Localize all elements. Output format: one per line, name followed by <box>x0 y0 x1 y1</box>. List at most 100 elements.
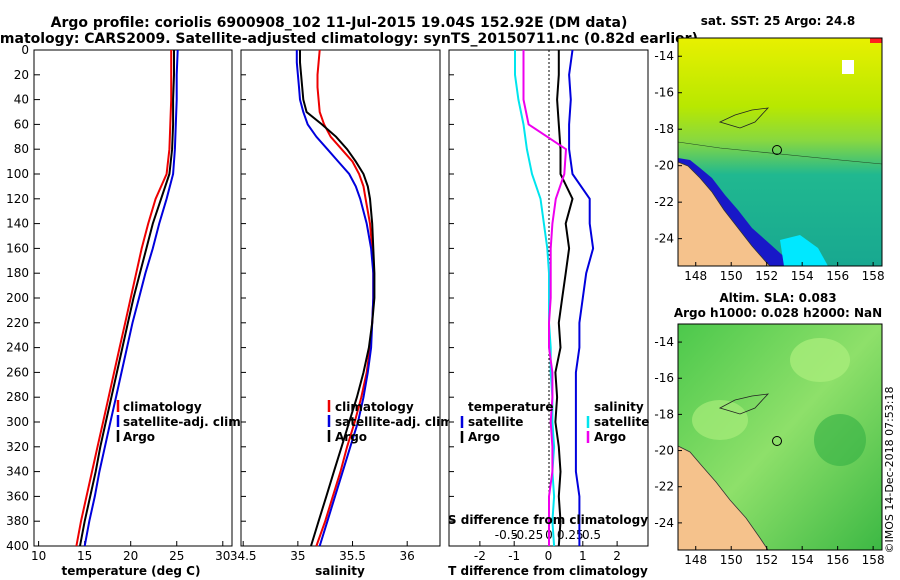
x-tick-label: -2 <box>474 549 486 563</box>
sla-lon-ticks: 148 150 152 154 156 158 <box>684 546 885 567</box>
temperature-series <box>75 49 179 547</box>
figure-title-line1: Argo profile: coriolis 6900908_102 11-Ju… <box>51 15 628 31</box>
depth-tick-label: 140 <box>6 217 29 231</box>
salinity-plot-frame <box>240 49 441 547</box>
lat-tick-label: -24 <box>654 232 674 246</box>
lat-tick-label: -14 <box>654 49 674 63</box>
legend-s-satellite: satellite <box>594 415 649 429</box>
legend-temperature-header: temperature <box>468 400 553 414</box>
lat-tick-label: -14 <box>654 335 674 349</box>
depth-tick-label: 320 <box>6 440 29 454</box>
figure-title-line2: Climatology: CARS2009. Satellite-adjuste… <box>0 31 698 47</box>
series-climatology <box>75 50 173 547</box>
depth-tick-label: 280 <box>6 390 29 404</box>
legend-satellite: satellite-adj. clim. <box>335 415 457 429</box>
lon-tick-label: 154 <box>791 553 814 567</box>
depth-tick-label: 160 <box>6 241 29 255</box>
depth-tick-label: 300 <box>6 415 29 429</box>
s-tick-label: -0.5 <box>495 528 518 542</box>
legend-t-satellite: satellite <box>468 415 523 429</box>
lon-tick-label: 148 <box>684 553 707 567</box>
sla-map-frame <box>677 323 883 551</box>
lat-tick-label: -22 <box>654 480 674 494</box>
series-t-argo <box>554 50 574 547</box>
lon-tick-label: 152 <box>755 553 778 567</box>
x-tick-label: 20 <box>123 549 138 563</box>
x-tick-label: -1 <box>508 549 520 563</box>
series-argo <box>79 50 175 547</box>
depth-tick-label: 260 <box>6 365 29 379</box>
sst-missing-patch <box>842 60 854 74</box>
lon-tick-label: 158 <box>862 553 885 567</box>
sst-lat-ticks: -14 -16 -18 -20 -22 -24 <box>654 49 682 246</box>
series-t-satellite <box>568 49 595 546</box>
depth-tick-label: 400 <box>6 539 29 553</box>
x-tick-label: 2 <box>613 549 621 563</box>
s-tick-label: 0.25 <box>557 528 584 542</box>
series-s-argo <box>522 50 568 546</box>
lon-tick-label: 158 <box>862 269 885 283</box>
sla-low-patch <box>814 414 866 466</box>
lon-tick-label: 150 <box>720 269 743 283</box>
depth-tick-label: 120 <box>6 192 29 206</box>
temperature-axis-label: temperature (deg C) <box>62 564 201 578</box>
sst-lon-ticks: 148 150 152 154 156 158 <box>684 262 885 283</box>
lon-tick-label: 156 <box>826 553 849 567</box>
difference-panel: -2 -1 0 1 2 -0.5-0.25 0 0.250.5 S difference f… <box>448 49 649 578</box>
sst-warm-patch <box>870 38 882 43</box>
x-tick-label: 25 <box>169 549 184 563</box>
legend-satellite: satellite-adj. clim. <box>123 415 245 429</box>
depth-tick-label: 200 <box>6 291 29 305</box>
depth-tick-label: 80 <box>14 142 29 156</box>
sst-argo-marker <box>772 145 782 155</box>
lat-tick-label: -22 <box>654 195 674 209</box>
difference-x-ticks: -2 -1 0 1 2 <box>449 49 621 563</box>
watermark: ©IMOS 14-Dec-2018 07:53:18 <box>883 387 896 554</box>
x-tick-label: 34.5 <box>230 549 257 563</box>
lat-tick-label: -18 <box>654 407 674 421</box>
x-tick-label: 15 <box>77 549 92 563</box>
legend-climatology: climatology <box>123 400 202 414</box>
sla-high-patch <box>790 338 850 382</box>
lat-tick-label: -18 <box>654 122 674 136</box>
salinity-series <box>295 49 376 547</box>
lon-tick-label: 156 <box>826 269 849 283</box>
sla-map: Altim. SLA: 0.083 Argo h1000: 0.028 h200… <box>654 291 884 567</box>
x-tick-label: 35.5 <box>339 549 366 563</box>
salinity-x-ticks: 34.5 35 35.5 36 <box>230 49 415 563</box>
depth-tick-label: 220 <box>6 316 29 330</box>
difference-legend: temperature satellite Argo salinity sate… <box>460 400 649 444</box>
lat-tick-label: -20 <box>654 444 674 458</box>
sla-lat-ticks: -14 -16 -18 -20 -22 -24 <box>654 335 682 530</box>
x-tick-label: 1 <box>579 549 587 563</box>
series-climatology <box>315 49 375 547</box>
sla-map-title-line1: Altim. SLA: 0.083 <box>719 291 836 305</box>
salinity-difference-ticks: -0.5-0.25 0 0.250.5 <box>495 528 601 542</box>
lat-tick-label: -16 <box>654 371 674 385</box>
depth-tick-label: 340 <box>6 465 29 479</box>
temperature-x-ticks: 10 15 20 25 30 <box>31 541 230 563</box>
sst-map-frame <box>677 37 883 267</box>
sla-reef-outline <box>718 393 770 415</box>
sla-map-title-line2: Argo h1000: 0.028 h2000: NaN <box>674 306 882 320</box>
difference-series <box>514 49 595 547</box>
depth-tick-label: 240 <box>6 341 29 355</box>
lat-tick-label: -16 <box>654 86 674 100</box>
depth-tick-label: 380 <box>6 514 29 528</box>
depth-tick-label: 360 <box>6 489 29 503</box>
series-argo <box>299 50 376 547</box>
temperature-legend: climatology satellite-adj. clim. Argo <box>116 400 245 444</box>
x-tick-label: 36 <box>400 549 415 563</box>
legend-t-argo: Argo <box>468 430 500 444</box>
sst-map-title: sat. SST: 25 Argo: 24.8 <box>701 14 855 28</box>
legend-salinity-header: salinity <box>594 400 644 414</box>
sst-map: sat. SST: 25 Argo: 24.8 -14-16-18-20-22-… <box>654 14 884 283</box>
lon-tick-label: 150 <box>720 553 743 567</box>
depth-tick-label: 20 <box>14 68 29 82</box>
legend-argo: Argo <box>335 430 367 444</box>
sst-reef-outline <box>718 107 770 129</box>
t-difference-axis-label: T difference from climatology <box>448 564 648 578</box>
depth-tick-label: 60 <box>14 117 29 131</box>
x-tick-label: 30 <box>215 549 230 563</box>
